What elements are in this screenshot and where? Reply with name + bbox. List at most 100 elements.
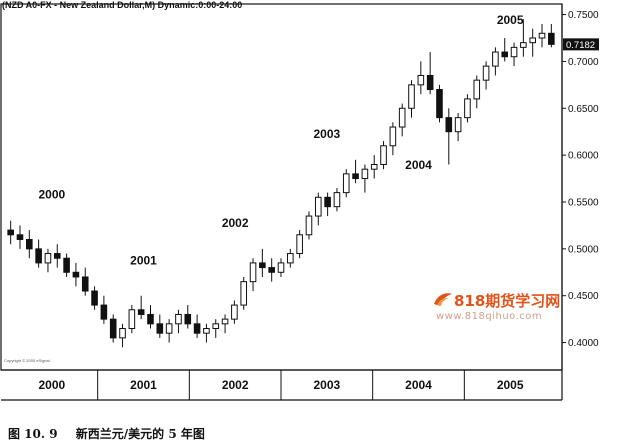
candle xyxy=(324,192,331,217)
candle-body xyxy=(417,74,425,86)
candle-body xyxy=(100,304,108,320)
candle xyxy=(492,47,499,76)
in-plot-year-labels: 2000 2001 2002 2003 2004 2005 xyxy=(38,13,523,267)
candle xyxy=(436,84,443,123)
x-axis-year-label: 2000 xyxy=(38,378,65,392)
last-price-label: 0.7182 xyxy=(566,40,595,51)
candle-body xyxy=(128,309,136,330)
candle xyxy=(268,258,275,282)
candle xyxy=(454,112,462,142)
candle-body xyxy=(398,107,406,128)
candle xyxy=(63,253,70,277)
candle-body xyxy=(212,323,220,330)
candle xyxy=(370,155,378,179)
candle-body xyxy=(268,267,275,273)
candle xyxy=(35,239,42,268)
candle-body xyxy=(72,271,80,278)
candle-body xyxy=(324,196,331,208)
candle xyxy=(464,94,471,123)
candle xyxy=(91,286,98,310)
candle-body xyxy=(370,164,378,170)
candle-body xyxy=(184,313,192,325)
figure-number: 图 10. 9 xyxy=(8,427,58,441)
chart-title: (NZD A0-FX - New Zealand Dollar,M) Dynam… xyxy=(2,0,243,10)
candle-body xyxy=(548,32,555,45)
candle xyxy=(193,314,201,338)
x-axis-year-labels: 2000 2001 2002 2003 2004 2005 xyxy=(38,378,523,392)
candle xyxy=(128,305,136,334)
candle-body xyxy=(296,234,303,255)
candle xyxy=(175,309,182,334)
candle-body xyxy=(520,42,527,48)
candle-body xyxy=(529,37,536,44)
x-axis-year-label: 2001 xyxy=(130,378,157,392)
candle xyxy=(203,323,210,343)
candle-body xyxy=(510,46,518,58)
candle-body xyxy=(277,262,285,273)
candlestick-chart: 0.4000 0.4500 0.5000 0.5500 0.6000 0.6500 0.70… xyxy=(0,3,599,401)
candle-body xyxy=(44,253,52,264)
copyright-credit: Copyright © 2005 eSignal xyxy=(4,358,50,363)
candle-body xyxy=(333,192,341,208)
candle-body xyxy=(473,79,481,100)
candle xyxy=(81,267,89,296)
candle xyxy=(352,159,359,184)
candle xyxy=(501,37,509,62)
in-plot-year-label: 2005 xyxy=(497,13,524,27)
candle-body xyxy=(501,51,509,58)
watermark-title: 818期货学习网 xyxy=(454,292,561,310)
candle xyxy=(259,248,266,277)
candle xyxy=(44,248,52,273)
candle-body xyxy=(408,84,415,109)
y-tick-label: 0.6500 xyxy=(568,104,599,115)
watermark: 818期货学习网 www.818qihuo.com xyxy=(428,286,578,328)
candle-body xyxy=(389,126,397,147)
y-tick-label: 0.4000 xyxy=(568,338,599,349)
candle xyxy=(333,187,341,212)
candle xyxy=(53,244,61,268)
candle-body xyxy=(147,313,154,325)
y-tick-label: 0.4500 xyxy=(568,291,599,302)
candle xyxy=(426,52,434,95)
candle-body xyxy=(445,117,453,133)
candle-body xyxy=(287,253,294,264)
candle-body xyxy=(380,145,387,166)
candle xyxy=(249,258,257,292)
candle-body xyxy=(249,262,257,283)
candle xyxy=(548,23,555,48)
candle xyxy=(137,295,145,320)
y-tick-label: 0.6000 xyxy=(568,151,599,162)
x-axis-year-label: 2003 xyxy=(313,378,340,392)
candle-body xyxy=(109,318,117,339)
candle-body xyxy=(175,313,182,325)
in-plot-year-label: 2001 xyxy=(130,253,157,267)
y-tick-label: 0.7500 xyxy=(568,10,599,21)
candle xyxy=(16,225,24,249)
candle xyxy=(72,262,80,287)
candle xyxy=(417,61,425,95)
candle xyxy=(510,42,518,67)
candle-body xyxy=(436,89,443,119)
last-price-marker: 0.7182 xyxy=(563,38,599,51)
candle xyxy=(389,122,397,156)
candle-body xyxy=(7,229,14,236)
candle-body xyxy=(538,32,546,39)
candle xyxy=(342,169,350,198)
candle xyxy=(221,314,229,334)
watermark-url: www.818qihuo.com xyxy=(436,311,543,322)
candle xyxy=(109,314,117,343)
candle xyxy=(184,305,192,329)
candle-body xyxy=(240,281,248,306)
candles xyxy=(7,19,555,348)
candle xyxy=(408,80,415,118)
candle-body xyxy=(361,168,369,180)
candle-body xyxy=(63,257,70,273)
candle-body xyxy=(81,276,89,292)
candle xyxy=(305,211,313,240)
candle-body xyxy=(193,323,201,334)
candle-body xyxy=(35,248,42,264)
y-tick-label: 0.7000 xyxy=(568,57,599,68)
candle xyxy=(7,220,14,245)
x-axis-year-label: 2005 xyxy=(497,378,524,392)
x-axis-year-label: 2002 xyxy=(222,378,249,392)
